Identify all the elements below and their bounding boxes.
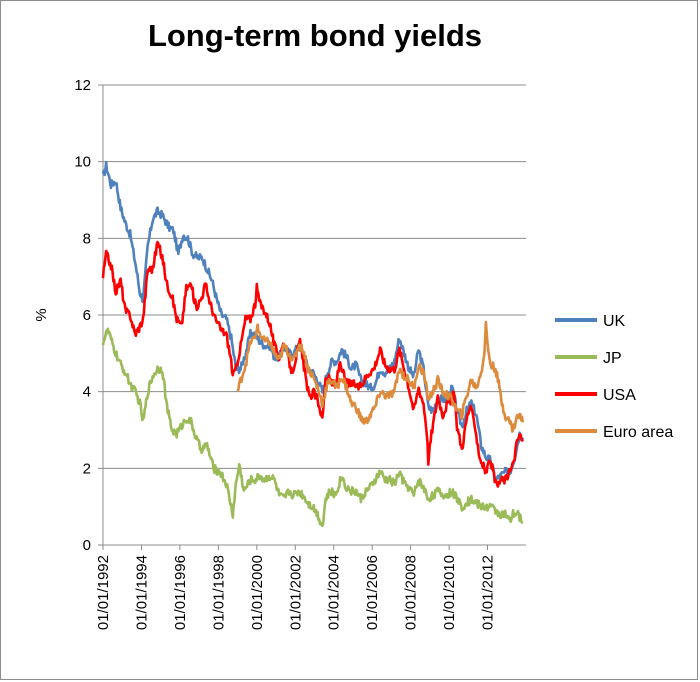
y-axis-label: %: [33, 308, 50, 321]
y-tick-label: 12: [74, 77, 91, 94]
x-tick-label: 01/01/1996: [172, 555, 189, 630]
series-line-jp: [101, 327, 524, 528]
x-tick-label: 01/01/2004: [326, 555, 343, 630]
x-tick-label: 01/01/2010: [441, 555, 458, 630]
y-tick-label: 4: [83, 384, 91, 401]
x-tick-label: 01/01/1994: [133, 555, 150, 630]
gridlines: [103, 84, 526, 469]
x-axis-ticks: 01/01/1992 01/01/1994 01/01/1996 01/01/1998…: [95, 545, 497, 630]
y-tick-label: 2: [83, 460, 91, 477]
chart-title: Long-term bond yields: [147, 18, 483, 53]
y-tick-label: 6: [83, 307, 91, 324]
y-tick-label: 10: [74, 154, 91, 171]
x-tick-label: 01/01/2012: [480, 555, 497, 630]
series-line-uk: [101, 160, 525, 483]
y-tick-label: 0: [83, 537, 91, 554]
series-line-usa: [101, 240, 524, 488]
series-line-euro-area: [236, 320, 525, 433]
x-tick-label: 01/01/1998: [210, 555, 227, 630]
x-tick-label: 01/01/2002: [287, 555, 304, 630]
y-tick-label: 8: [83, 230, 91, 247]
x-tick-label: 01/01/2008: [403, 555, 420, 630]
legend: UK JP USA Euro area: [555, 313, 673, 441]
legend-label: USA: [603, 387, 636, 404]
series-lines: [101, 160, 525, 528]
legend-label: Euro area: [603, 424, 673, 441]
x-tick-label: 01/01/2006: [364, 555, 381, 630]
x-tick-label: 01/01/1992: [95, 555, 112, 630]
legend-label: UK: [603, 313, 626, 330]
legend-label: JP: [603, 350, 622, 367]
x-tick-label: 01/01/2000: [249, 555, 266, 630]
y-axis-ticks: 0 2 4 6 8 10 12: [74, 77, 103, 554]
